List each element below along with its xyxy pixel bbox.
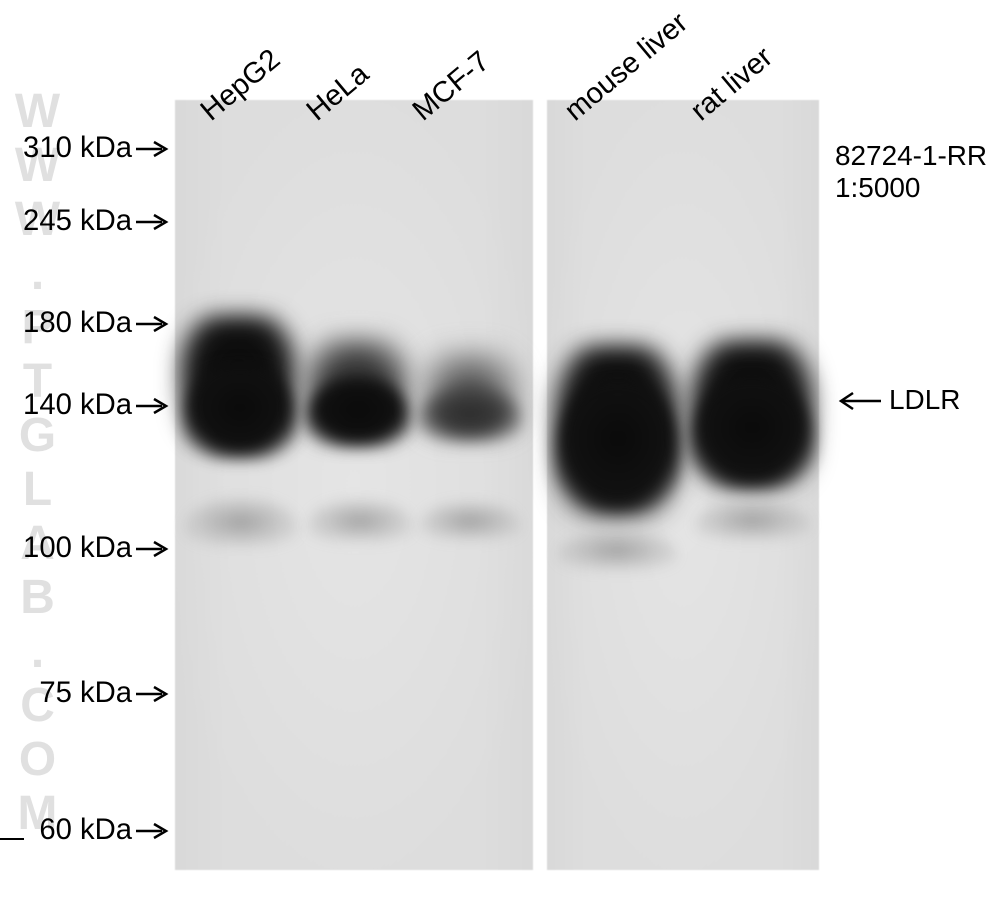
antibody-catalog: 82724-1-RR — [835, 140, 987, 172]
arrow-right-icon — [134, 308, 170, 341]
band — [690, 378, 814, 488]
mw-marker: 180 kDa — [5, 307, 170, 341]
arrow-right-icon — [134, 206, 170, 239]
mw-marker-label: 140 kDa — [23, 389, 132, 421]
watermark-text: WWW.PTGLAB.COM — [10, 85, 65, 841]
mw-marker-label: 310 kDa — [23, 132, 132, 164]
mw-marker-label: 60 kDa — [39, 814, 132, 846]
arrow-right-icon — [134, 133, 170, 166]
western-blot-figure: WWW.PTGLAB.COM 310 kDa 245 kDa 180 kDa 140 … — [0, 0, 1000, 903]
band — [555, 380, 681, 510]
arrow-right-icon — [134, 815, 170, 848]
arrow-left-icon — [835, 386, 883, 418]
mw-marker-label: 180 kDa — [23, 307, 132, 339]
target-band-label: LDLR — [889, 384, 960, 415]
target-band-annotation: LDLR — [835, 384, 960, 418]
arrow-right-icon — [134, 678, 170, 711]
mw-marker: 140 kDa — [5, 389, 170, 423]
mw-marker: 60 kDa — [5, 814, 170, 848]
band — [420, 502, 520, 540]
mw-marker: 245 kDa — [5, 205, 170, 239]
band — [695, 500, 810, 540]
band — [308, 500, 412, 542]
tick — [0, 838, 24, 840]
band — [185, 498, 297, 546]
arrow-right-icon — [134, 533, 170, 566]
mw-marker: 100 kDa — [5, 532, 170, 566]
band — [418, 385, 522, 443]
mw-marker: 310 kDa — [5, 132, 170, 166]
mw-marker-label: 75 kDa — [39, 677, 132, 709]
antibody-dilution: 1:5000 — [835, 172, 987, 204]
mw-marker-label: 245 kDa — [23, 205, 132, 237]
band — [182, 365, 298, 460]
arrow-right-icon — [134, 390, 170, 423]
band — [305, 378, 411, 448]
membrane-panel-left — [175, 100, 533, 870]
mw-marker-label: 100 kDa — [23, 532, 132, 564]
mw-marker: 75 kDa — [5, 677, 170, 711]
antibody-annotation: 82724-1-RR 1:5000 — [835, 140, 987, 204]
band — [558, 530, 676, 570]
